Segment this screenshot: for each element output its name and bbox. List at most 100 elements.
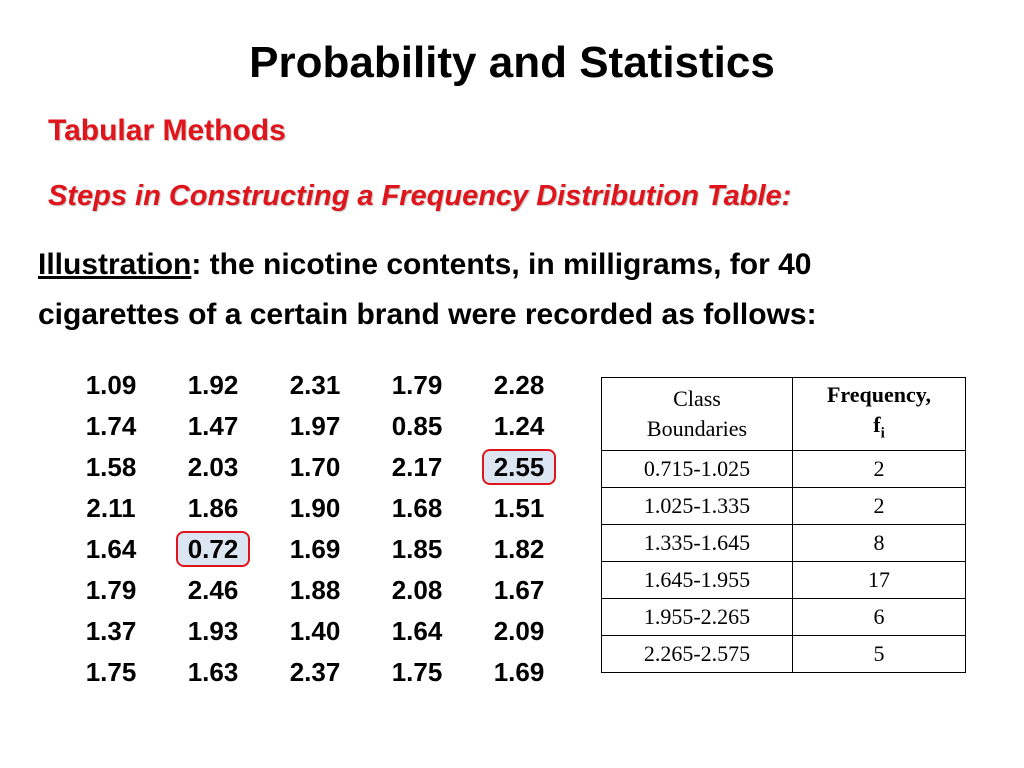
header-class-boundaries: Class Boundaries (601, 377, 793, 451)
data-row: 1.37 1.93 1.40 1.64 2.09 (60, 610, 570, 651)
data-cell: 1.64 (366, 610, 468, 651)
class-boundary-cell: 2.265-2.575 (601, 635, 793, 673)
frequency-distribution-table: Class Boundaries Frequency, fi 0.715-1.0… (601, 377, 966, 673)
data-cell: 1.64 (60, 528, 162, 569)
data-cell: 1.75 (366, 651, 468, 692)
data-value: 1.24 (493, 410, 545, 441)
data-value: 1.51 (493, 492, 545, 523)
data-value: 2.31 (289, 369, 341, 400)
data-value: 2.03 (187, 451, 239, 482)
data-value: 1.74 (85, 410, 137, 441)
data-cell: 2.03 (162, 446, 264, 487)
data-cell: 1.47 (162, 405, 264, 446)
data-value: 1.67 (493, 574, 545, 605)
header-class-line1: Class (673, 386, 721, 411)
data-value: 1.09 (85, 369, 137, 400)
data-row: 1.79 2.46 1.88 2.08 1.67 (60, 569, 570, 610)
data-value: 1.70 (289, 451, 341, 482)
class-boundary-cell: 1.645-1.955 (601, 561, 793, 599)
table-row: 1.645-1.955 17 (601, 561, 966, 599)
data-cell: 1.68 (366, 487, 468, 528)
data-value: 2.09 (493, 615, 545, 646)
data-value: 1.92 (187, 369, 239, 400)
frequency-cell: 5 (792, 635, 966, 673)
data-cell: 1.79 (366, 364, 468, 405)
section-subtitle: Tabular Methods (48, 114, 286, 147)
data-cell: 1.69 (468, 651, 570, 692)
header-class-line2: Boundaries (646, 416, 748, 441)
data-cell: 2.28 (468, 364, 570, 405)
data-value: 1.85 (391, 533, 443, 564)
data-cell: 2.08 (366, 569, 468, 610)
data-value: 1.69 (289, 533, 341, 564)
data-cell: 1.63 (162, 651, 264, 692)
header-frequency-symbol: f (873, 411, 881, 437)
data-value: 1.37 (85, 615, 137, 646)
data-cell: 1.82 (468, 528, 570, 569)
steps-heading: Steps in Constructing a Frequency Distri… (48, 180, 792, 212)
data-cell: 1.67 (468, 569, 570, 610)
data-cell: 1.85 (366, 528, 468, 569)
header-frequency-subscript: i (880, 425, 885, 442)
data-value: 1.97 (289, 410, 341, 441)
data-value: 1.75 (391, 656, 443, 687)
data-cell: 1.75 (60, 651, 162, 692)
data-cell: 1.92 (162, 364, 264, 405)
class-boundary-cell: 1.335-1.645 (601, 524, 793, 562)
table-row: 1.335-1.645 8 (601, 524, 966, 562)
data-cell: 2.09 (468, 610, 570, 651)
data-cell: 1.40 (264, 610, 366, 651)
data-value: 2.11 (86, 492, 136, 523)
data-value: 2.28 (493, 369, 545, 400)
data-value: 1.47 (187, 410, 239, 441)
data-cell: 1.97 (264, 405, 366, 446)
table-row: 1.025-1.335 2 (601, 487, 966, 525)
data-cell: 1.37 (60, 610, 162, 651)
data-cell: 2.11 (60, 487, 162, 528)
data-value: 2.08 (391, 574, 443, 605)
header-frequency: Frequency, fi (792, 377, 966, 451)
data-cell: 1.86 (162, 487, 264, 528)
illustration-label: Illustration (38, 248, 192, 281)
data-row: 1.74 1.47 1.97 0.85 1.24 (60, 405, 570, 446)
slide-title: Probability and Statistics (249, 38, 775, 87)
data-row: 1.58 2.03 1.70 2.17 2.55 (60, 446, 570, 487)
data-value: 1.79 (391, 369, 443, 400)
data-cell: 1.51 (468, 487, 570, 528)
data-row: 1.64 0.72 1.69 1.85 1.82 (60, 528, 570, 569)
data-value: 0.85 (391, 410, 443, 441)
data-cell: 1.79 (60, 569, 162, 610)
data-cell: 1.90 (264, 487, 366, 528)
class-boundary-cell: 1.025-1.335 (601, 487, 793, 525)
data-cell: 0.85 (366, 405, 468, 446)
data-cell: 1.74 (60, 405, 162, 446)
data-value: 1.93 (187, 615, 239, 646)
data-cell: 2.17 (366, 446, 468, 487)
data-value: 1.79 (85, 574, 137, 605)
illustration-text-line1: : the nicotine contents, in milligrams, … (191, 248, 812, 281)
data-value: 2.37 (289, 656, 341, 687)
data-value: 1.68 (391, 492, 443, 523)
data-row: 2.11 1.86 1.90 1.68 1.51 (60, 487, 570, 528)
data-value: 1.86 (187, 492, 239, 523)
table-header-row: Class Boundaries Frequency, fi (601, 377, 966, 451)
data-value: 1.90 (289, 492, 341, 523)
data-value: 1.88 (289, 574, 341, 605)
highlighted-min-value: 0.72 (175, 530, 251, 567)
data-cell: 2.37 (264, 651, 366, 692)
data-value: 2.17 (391, 451, 443, 482)
data-value: 1.64 (85, 533, 137, 564)
frequency-cell: 6 (792, 598, 966, 636)
frequency-cell: 2 (792, 487, 966, 525)
data-cell: 1.93 (162, 610, 264, 651)
table-row: 2.265-2.575 5 (601, 635, 966, 673)
data-cell: 1.88 (264, 569, 366, 610)
data-value: 1.40 (289, 615, 341, 646)
header-frequency-line1: Frequency, (826, 381, 932, 407)
data-value: 1.63 (187, 656, 239, 687)
frequency-cell: 17 (792, 561, 966, 599)
data-cell: 1.69 (264, 528, 366, 569)
data-row: 1.09 1.92 2.31 1.79 2.28 (60, 364, 570, 405)
data-value: 1.82 (493, 533, 545, 564)
table-row: 1.955-2.265 6 (601, 598, 966, 636)
